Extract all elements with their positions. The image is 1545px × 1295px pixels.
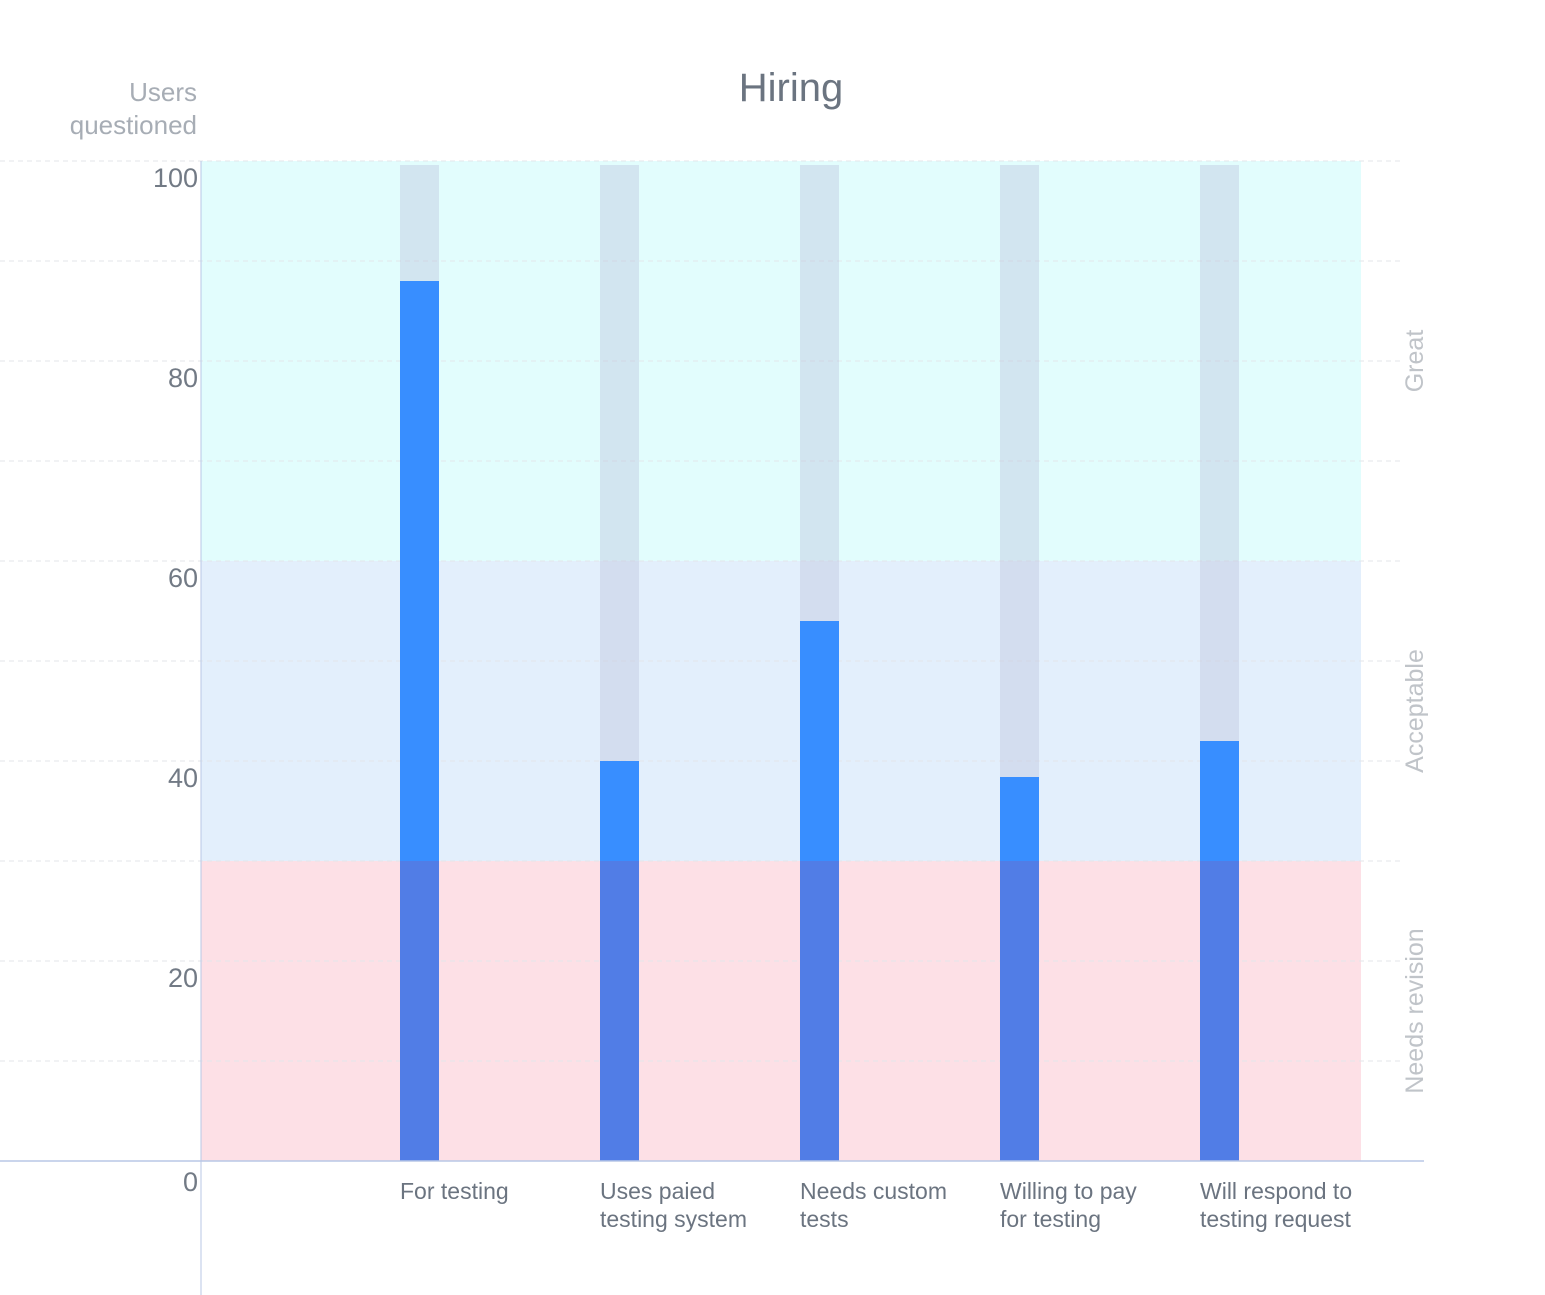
zone-labels: Needs revision Acceptable Great: [1401, 330, 1429, 1094]
bar-low-zone-segment: [1200, 861, 1239, 1161]
zone-band-2: [201, 161, 1361, 561]
axes: [0, 161, 1424, 1295]
x-tick-labels: For testing Uses paied testing system Needs…: [400, 1178, 1352, 1232]
bars: [400, 165, 1239, 1161]
chart-title: Hiring: [739, 66, 843, 110]
zone-label-0: Needs revision: [1401, 928, 1429, 1093]
zone-band-0: [201, 861, 1361, 1161]
zone-bands: [201, 161, 1361, 1161]
y-tick-label: 100: [153, 163, 198, 193]
zone-label-2: Great: [1401, 330, 1429, 393]
bar-low-zone-segment: [600, 861, 639, 1161]
y-tick-label: 80: [168, 363, 198, 393]
x-tick-label: Willing to pay for testing: [1000, 1178, 1137, 1232]
y-tick-label: 20: [168, 963, 198, 993]
zone-label-1: Acceptable: [1401, 649, 1429, 773]
x-tick-label: Uses paied testing system: [600, 1178, 747, 1232]
y-tick-label: 60: [168, 563, 198, 593]
y-tick-labels: 0 20 40 60 80 100: [153, 163, 198, 1197]
bar-low-zone-segment: [400, 861, 439, 1161]
y-tick-label: 0: [183, 1167, 198, 1197]
y-axis-label: Users questioned: [70, 77, 197, 140]
x-tick-label: For testing: [400, 1178, 509, 1204]
x-tick-label: Needs custom tests: [800, 1178, 947, 1232]
y-tick-label: 40: [168, 763, 198, 793]
zone-band-1: [201, 561, 1361, 861]
bar-low-zone-segment: [800, 861, 839, 1161]
x-tick-label: Will respond to testing request: [1200, 1178, 1352, 1232]
bar-low-zone-segment: [1000, 861, 1039, 1161]
